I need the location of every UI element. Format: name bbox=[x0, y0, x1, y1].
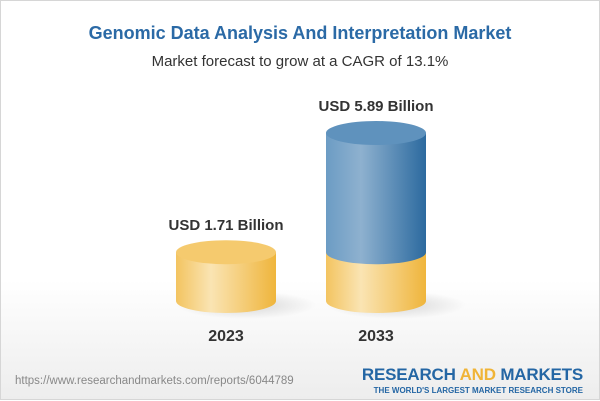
data-label: USD 5.89 Billion bbox=[318, 98, 433, 115]
bar-base-segment bbox=[176, 252, 276, 313]
brand-logo: RESEARCH AND MARKETS THE WORLD'S LARGEST… bbox=[361, 365, 583, 395]
bar-base-segment bbox=[326, 252, 426, 313]
data-label: USD 1.71 Billion bbox=[168, 217, 283, 234]
bar-growth-segment bbox=[326, 133, 426, 265]
bar-top bbox=[326, 121, 426, 145]
category-label: 2023 bbox=[208, 328, 244, 345]
source-url[interactable]: https://www.researchandmarkets.com/repor… bbox=[15, 375, 294, 387]
bar-top bbox=[176, 240, 276, 265]
category-label: 2033 bbox=[358, 328, 394, 345]
chart-title: Genomic Data Analysis And Interpretation… bbox=[88, 23, 512, 43]
logo-tagline: THE WORLD'S LARGEST MARKET RESEARCH STOR… bbox=[373, 386, 583, 395]
chart-subtitle: Market forecast to grow at a CAGR of 13.… bbox=[151, 53, 449, 70]
